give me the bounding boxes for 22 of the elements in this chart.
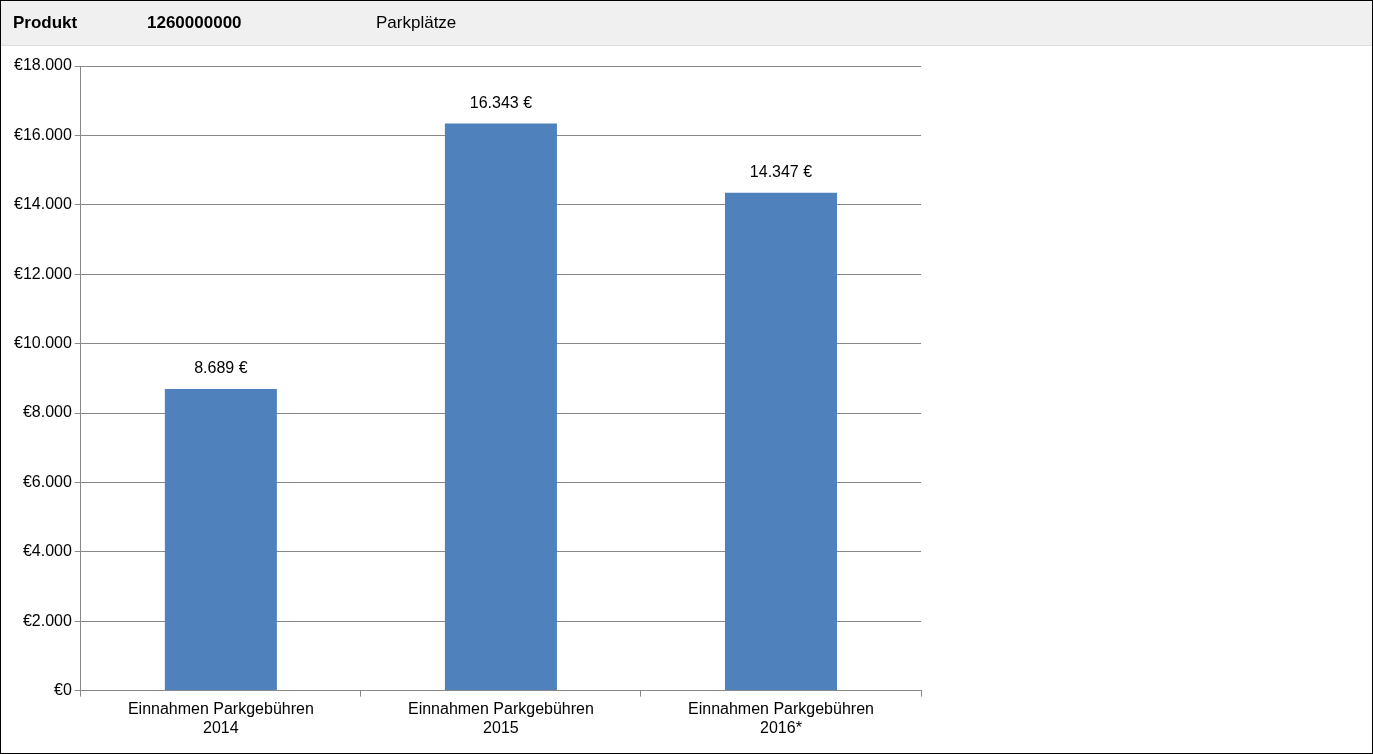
bar — [164, 389, 277, 691]
y-tick-label: €8.000 — [22, 403, 72, 421]
x-tick-label: Einnahmen Parkgebühren 2015 — [407, 699, 594, 736]
x-tick-label: Einnahmen Parkgebühren 2014 — [127, 699, 314, 736]
data-label: 14.347 € — [749, 163, 813, 181]
y-tick-label: €18.000 — [13, 56, 72, 74]
data-label: 16.343 € — [469, 93, 533, 111]
data-label: 8.689 € — [194, 359, 248, 377]
chart-title: Parkplätze — [376, 13, 457, 33]
y-tick-label: €12.000 — [13, 264, 72, 282]
text: 1260000000 — [147, 13, 242, 33]
y-tick-label: €10.000 — [13, 334, 72, 352]
y-tick-label: €4.000 — [22, 542, 72, 560]
y-tick-label: €2.000 — [22, 611, 72, 629]
y-tick-label: €16.000 — [13, 125, 72, 143]
x-tick-label: Einnahmen Parkgebühren 2016* — [688, 699, 874, 736]
y-tick-label: €14.000 — [13, 195, 72, 213]
y-tick-label: €6.000 — [22, 472, 72, 490]
y-tick-label: €0 — [54, 681, 72, 699]
bar — [724, 192, 837, 691]
bar — [444, 123, 557, 691]
text: Produkt — [13, 13, 78, 33]
